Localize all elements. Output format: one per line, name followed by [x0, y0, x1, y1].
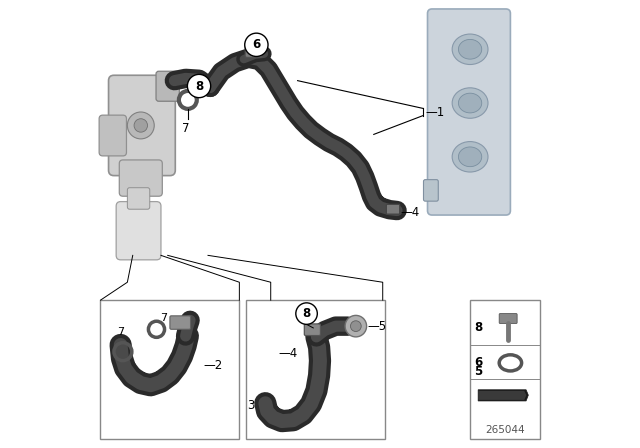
Text: 8: 8 [195, 79, 203, 93]
Circle shape [351, 321, 361, 332]
FancyBboxPatch shape [119, 160, 163, 196]
Text: 6: 6 [475, 356, 483, 370]
Circle shape [345, 315, 367, 337]
Circle shape [134, 119, 148, 132]
FancyBboxPatch shape [109, 75, 175, 176]
FancyBboxPatch shape [428, 9, 511, 215]
Circle shape [296, 303, 317, 324]
Circle shape [188, 74, 211, 98]
Text: —4: —4 [278, 347, 298, 361]
Ellipse shape [452, 88, 488, 118]
FancyBboxPatch shape [156, 71, 179, 101]
FancyBboxPatch shape [424, 180, 438, 201]
Polygon shape [478, 390, 529, 401]
Text: 7: 7 [117, 327, 124, 337]
FancyBboxPatch shape [116, 202, 161, 260]
Text: 6: 6 [252, 38, 260, 52]
Circle shape [244, 33, 268, 56]
Text: 265044: 265044 [485, 425, 525, 435]
Text: 3: 3 [248, 399, 255, 412]
Text: 5: 5 [475, 365, 483, 379]
FancyBboxPatch shape [305, 324, 321, 336]
Text: —4: —4 [401, 206, 420, 219]
FancyBboxPatch shape [245, 42, 262, 57]
Polygon shape [479, 392, 525, 399]
FancyBboxPatch shape [470, 300, 540, 439]
FancyBboxPatch shape [170, 316, 191, 329]
Text: 7: 7 [182, 122, 189, 135]
Ellipse shape [452, 142, 488, 172]
FancyBboxPatch shape [127, 188, 150, 209]
Ellipse shape [458, 39, 482, 59]
Ellipse shape [458, 93, 482, 113]
Circle shape [127, 112, 154, 139]
Text: 7: 7 [159, 314, 167, 323]
Ellipse shape [458, 147, 482, 167]
FancyBboxPatch shape [246, 300, 385, 439]
FancyBboxPatch shape [99, 115, 127, 156]
FancyBboxPatch shape [100, 300, 239, 439]
FancyBboxPatch shape [387, 204, 400, 214]
Text: —2: —2 [204, 358, 223, 372]
Text: 8: 8 [475, 320, 483, 334]
Text: 8: 8 [303, 307, 310, 320]
Text: —5: —5 [367, 319, 387, 333]
FancyBboxPatch shape [499, 314, 517, 323]
Text: —1: —1 [425, 105, 445, 119]
Ellipse shape [452, 34, 488, 65]
